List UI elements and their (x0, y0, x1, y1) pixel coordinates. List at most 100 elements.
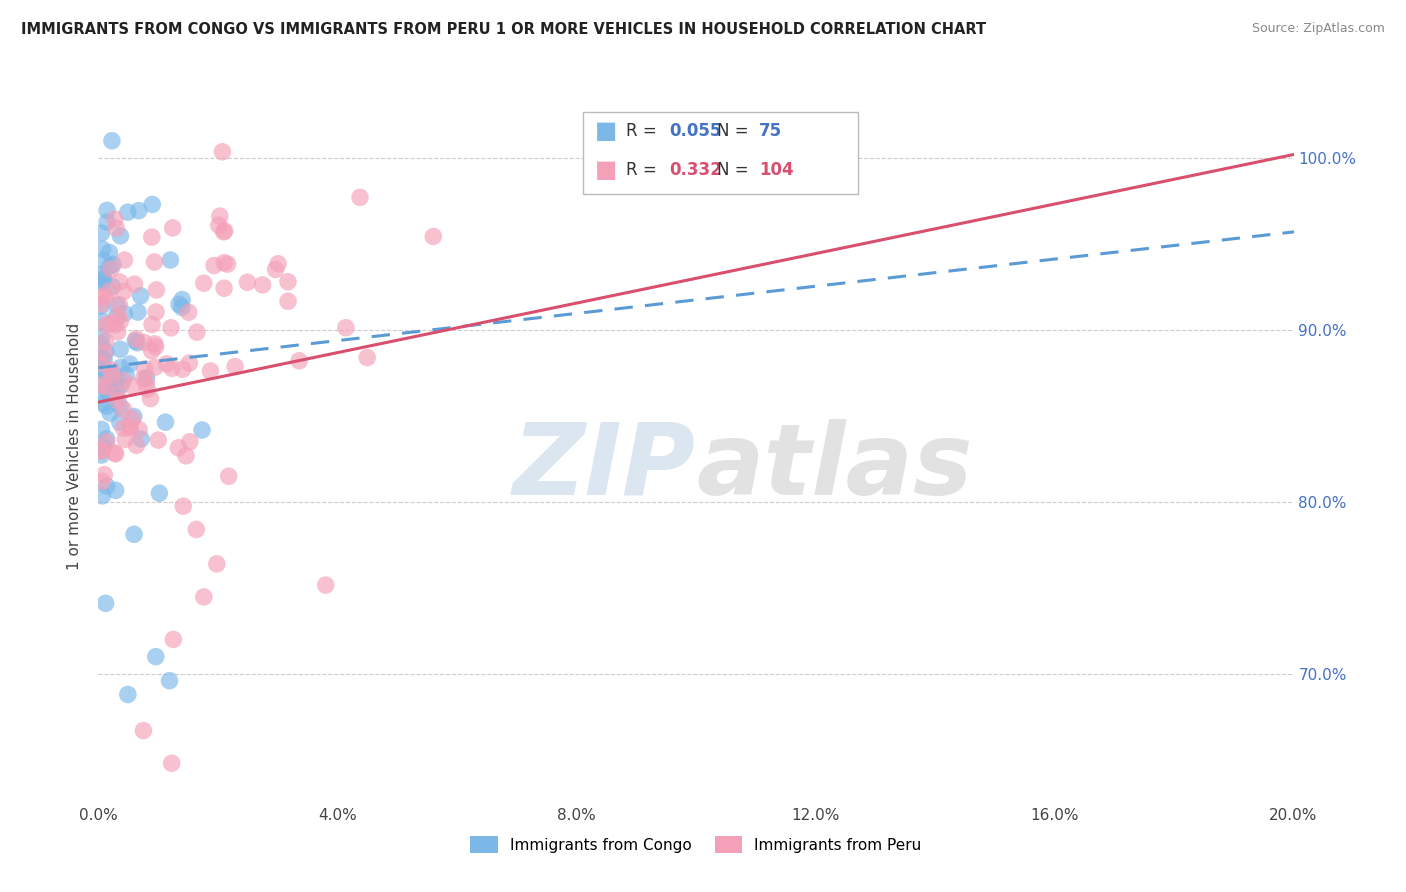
Point (125, 438, 148, 452)
Point (135, 371, 157, 385)
Point (96, 434, 118, 449)
Point (91, 475, 114, 489)
Point (104, 483, 127, 498)
Point (118, 419, 141, 434)
Point (179, 434, 201, 449)
Point (202, 259, 225, 273)
Point (104, 369, 127, 384)
Point (107, 325, 129, 339)
Point (148, 486, 170, 500)
Point (94, 334, 117, 349)
Point (94, 344, 117, 359)
Point (98, 317, 121, 331)
Point (422, 229, 444, 244)
Point (193, 276, 215, 290)
Point (212, 225, 235, 239)
Text: 75: 75 (759, 122, 782, 140)
Point (315, 578, 337, 592)
Point (252, 277, 274, 292)
Point (148, 433, 170, 447)
Point (90, 274, 112, 288)
Point (208, 209, 231, 223)
Point (205, 557, 228, 571)
Point (98, 260, 121, 274)
Point (121, 411, 143, 425)
Point (212, 281, 235, 295)
Point (90, 290, 112, 304)
Y-axis label: 1 or more Vehicles in Household: 1 or more Vehicles in Household (67, 322, 83, 570)
Point (145, 649, 167, 664)
Text: Source: ZipAtlas.com: Source: ZipAtlas.com (1251, 22, 1385, 36)
Point (96, 400, 118, 414)
Point (104, 377, 127, 392)
Point (98, 284, 121, 298)
Point (90, 299, 112, 313)
Point (214, 224, 236, 238)
Point (156, 357, 179, 371)
Point (90, 444, 112, 458)
Point (90, 277, 112, 291)
Point (100, 368, 122, 383)
Point (105, 299, 128, 313)
Point (108, 275, 131, 289)
Point (356, 351, 378, 365)
Point (91, 489, 114, 503)
Point (218, 469, 240, 483)
Point (110, 314, 132, 328)
Point (90, 448, 112, 462)
Point (90, 330, 112, 344)
Point (112, 285, 135, 299)
Point (110, 360, 132, 375)
Point (236, 275, 259, 289)
Point (90, 337, 112, 351)
Text: 104: 104 (759, 161, 794, 179)
Point (94, 318, 117, 332)
Point (96, 203, 118, 218)
Point (172, 293, 194, 307)
Point (121, 379, 143, 393)
Point (267, 257, 290, 271)
Point (160, 361, 183, 376)
Point (141, 318, 163, 332)
Point (104, 212, 127, 227)
Point (108, 415, 131, 429)
Text: IMMIGRANTS FROM CONGO VS IMMIGRANTS FROM PERU 1 OR MORE VEHICLES IN HOUSEHOLD CO: IMMIGRANTS FROM CONGO VS IMMIGRANTS FROM… (21, 22, 986, 37)
Point (145, 340, 167, 354)
Point (98, 406, 121, 420)
Point (141, 197, 163, 211)
Text: 0.055: 0.055 (669, 122, 721, 140)
Point (98, 368, 121, 383)
Point (93, 273, 115, 287)
Point (100, 262, 122, 277)
Point (335, 320, 357, 334)
Point (141, 230, 163, 244)
Point (134, 362, 156, 376)
Point (110, 228, 132, 243)
Point (108, 298, 131, 312)
Point (91, 242, 114, 256)
Point (193, 590, 215, 604)
Text: R =: R = (626, 122, 662, 140)
Text: atlas: atlas (696, 419, 973, 516)
Point (128, 203, 150, 218)
Point (93, 440, 115, 454)
Point (90, 357, 112, 371)
Point (90, 422, 112, 436)
Point (90, 378, 112, 392)
Point (172, 362, 194, 376)
Point (118, 421, 141, 435)
Point (277, 275, 299, 289)
Point (288, 353, 311, 368)
Text: ZIP: ZIP (513, 419, 696, 516)
Point (117, 205, 139, 219)
Text: 0.332: 0.332 (669, 161, 723, 179)
Point (143, 360, 166, 375)
Point (132, 723, 155, 738)
Point (264, 262, 287, 277)
Point (90, 371, 112, 385)
Point (90, 297, 112, 311)
Point (277, 294, 299, 309)
Point (115, 368, 138, 382)
Point (172, 499, 194, 513)
Point (91, 254, 114, 268)
